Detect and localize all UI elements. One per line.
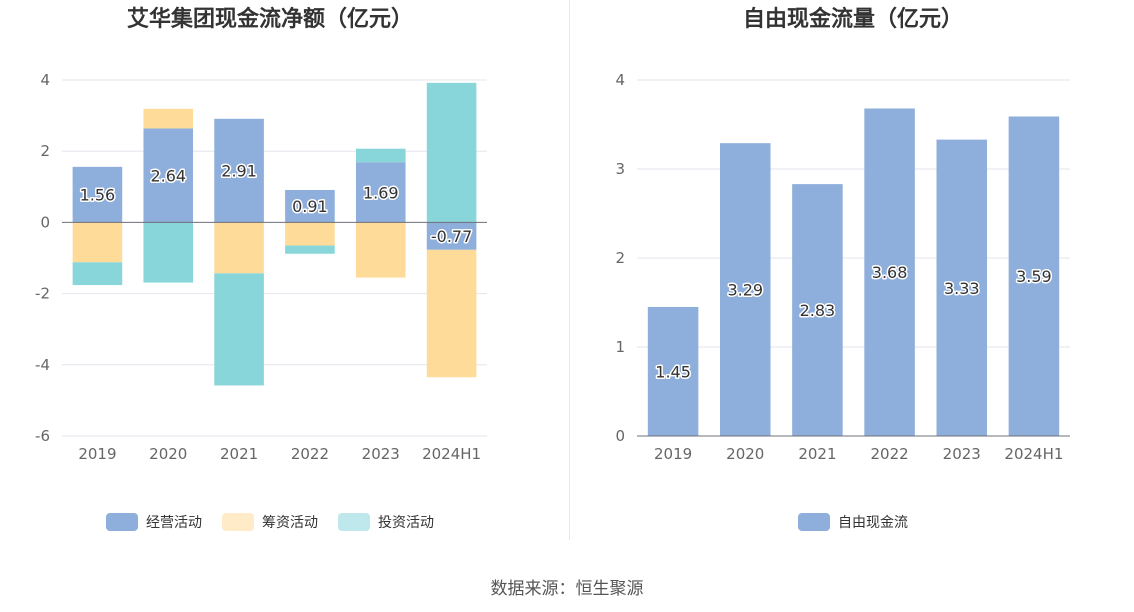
bar-经营活动 (72, 166, 123, 223)
bar-自由现金流 (719, 143, 771, 436)
bar-经营活动 (214, 118, 264, 223)
x-tick-label: 2023 (362, 445, 400, 463)
y-tick-label: 2 (615, 249, 625, 267)
bar-自由现金流 (792, 184, 843, 436)
bar-筹资活动 (355, 222, 406, 278)
bar-经营活动 (426, 222, 477, 250)
data-label: 0.91 (292, 197, 328, 216)
bar-自由现金流 (647, 306, 699, 436)
y-tick-label: -2 (35, 285, 50, 303)
data-label: 1.45 (655, 362, 691, 381)
data-label: 2.91 (221, 162, 257, 181)
legend-swatch (798, 513, 830, 531)
chart-title: 自由现金流量（亿元） (743, 6, 963, 32)
bar-投资活动 (143, 222, 194, 283)
x-tick-label: 2019 (78, 445, 116, 463)
bar-经营活动 (143, 128, 194, 223)
x-tick-label: 2022 (870, 445, 908, 463)
y-tick-label: 0 (40, 213, 50, 231)
y-tick-label: 4 (615, 71, 625, 89)
source-label: 数据来源：恒生聚源 (490, 579, 644, 599)
data-label: 3.33 (944, 279, 980, 298)
x-tick-label: 2024H1 (422, 445, 481, 463)
divider (569, 0, 570, 540)
x-tick-label: 2021 (220, 445, 258, 463)
y-tick-label: 2 (40, 142, 50, 160)
y-tick-label: -4 (35, 356, 50, 374)
y-tick-label: 4 (40, 71, 50, 89)
bar-筹资活动 (214, 222, 264, 274)
x-tick-label: 2023 (943, 445, 981, 463)
data-label: 1.56 (80, 186, 116, 205)
bar-筹资活动 (426, 249, 477, 378)
data-label: 3.29 (727, 281, 763, 300)
x-tick-label: 2022 (291, 445, 329, 463)
bar-投资活动 (426, 82, 477, 223)
x-tick-label: 2019 (654, 445, 692, 463)
bar-筹资活动 (285, 222, 335, 246)
data-label: 3.59 (1016, 267, 1052, 286)
bar-自由现金流 (936, 139, 988, 436)
y-tick-label: -6 (35, 427, 50, 445)
bar-经营活动 (355, 162, 406, 223)
legend-swatch (338, 513, 370, 531)
bar-筹资活动 (72, 222, 123, 263)
bar-自由现金流 (864, 108, 915, 436)
x-tick-label: 2020 (149, 445, 187, 463)
x-tick-label: 2020 (726, 445, 764, 463)
legend-label: 自由现金流 (838, 515, 908, 531)
legend-label: 筹资活动 (262, 514, 318, 531)
bar-筹资活动 (143, 108, 194, 129)
bar-自由现金流 (1008, 116, 1060, 437)
y-tick-label: 3 (615, 160, 625, 178)
data-label: 2.83 (800, 301, 836, 320)
x-tick-label: 2021 (798, 445, 836, 463)
bar-经营活动 (285, 190, 335, 223)
y-tick-label: 0 (615, 427, 625, 445)
y-tick-label: 1 (615, 338, 625, 356)
data-label: 1.69 (363, 183, 399, 202)
data-label: 3.68 (872, 263, 908, 282)
legend-label: 投资活动 (378, 515, 434, 531)
bar-投资活动 (72, 262, 123, 286)
data-label: 2.64 (150, 166, 186, 185)
legend-swatch (106, 513, 138, 531)
legend-swatch (222, 513, 254, 531)
bar-投资活动 (285, 245, 335, 254)
data-label: -0.77 (431, 227, 472, 246)
x-tick-label: 2024H1 (1004, 445, 1063, 463)
chart-title: 艾华集团现金流净额（亿元） (127, 6, 413, 32)
legend-label: 经营活动 (146, 515, 202, 531)
bar-投资活动 (355, 148, 406, 163)
bar-投资活动 (214, 273, 264, 386)
